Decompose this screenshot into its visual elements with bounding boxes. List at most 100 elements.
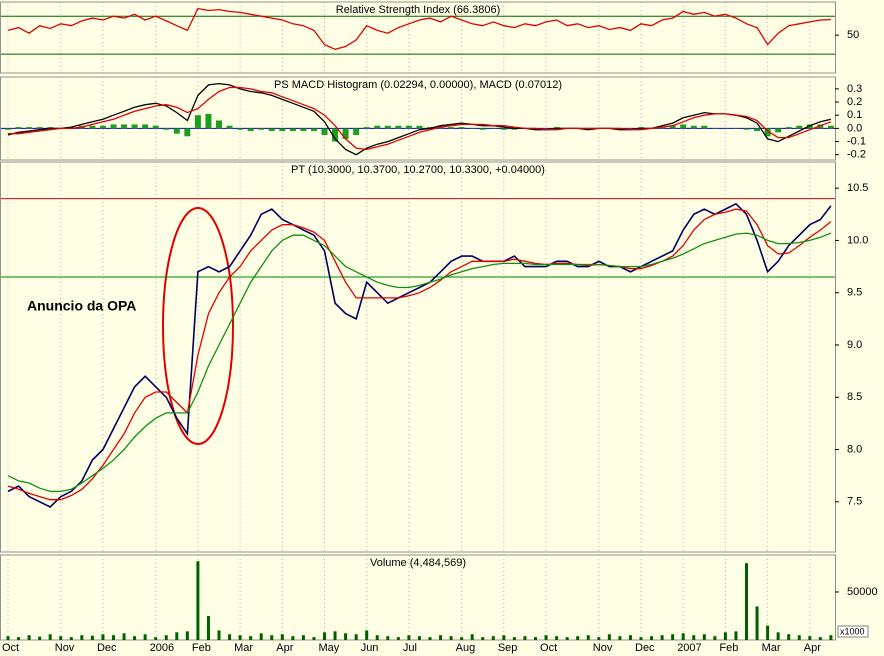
bar [280, 634, 284, 640]
y-tick-label: 0.3 [847, 83, 862, 95]
bar [354, 634, 358, 640]
highlight-ellipse [162, 207, 234, 445]
y-tick-label: 9.0 [847, 339, 862, 351]
bar [38, 636, 42, 640]
bar [131, 124, 138, 129]
y-tick-label: 8.0 [847, 443, 862, 455]
bar [405, 125, 412, 129]
series-line [7, 82, 832, 156]
bar [502, 635, 506, 640]
bar [48, 634, 52, 640]
bar [194, 115, 201, 129]
bar [701, 125, 708, 129]
bar [607, 634, 611, 640]
bar [152, 125, 159, 129]
panel-title: PS MACD Histogram (0.02294, 0.00000), MA… [274, 79, 562, 91]
bar [534, 637, 537, 640]
bar [660, 635, 664, 640]
x-tick-label: Mar [762, 642, 781, 654]
bar [692, 635, 696, 640]
bar [681, 633, 685, 640]
x-tick-label: Apr [804, 642, 821, 654]
bar [185, 631, 189, 640]
bar [427, 127, 433, 129]
series-line [7, 202, 832, 508]
bar [565, 637, 569, 640]
bar [669, 125, 676, 129]
bar [754, 128, 761, 132]
bar [154, 637, 158, 640]
y-tick-label: 9.5 [847, 287, 862, 299]
bar [99, 125, 106, 129]
bar [407, 635, 411, 640]
bar [59, 636, 63, 640]
bar [175, 632, 179, 640]
y-tick-label: 0.2 [847, 96, 862, 108]
bar [344, 633, 348, 640]
bar [133, 636, 137, 640]
bar [448, 127, 455, 129]
x-tick-label: Jul [403, 642, 417, 654]
bar [543, 128, 550, 129]
panel-frame [0, 76, 836, 161]
bar [470, 634, 474, 640]
bar [416, 125, 423, 129]
bar [90, 635, 94, 640]
bar [374, 125, 381, 129]
bar [500, 128, 507, 130]
bar [428, 637, 432, 640]
x-tick-label: Oct [2, 642, 19, 654]
bar [226, 125, 233, 129]
x-tick-label: 2007 [677, 642, 701, 654]
bar [417, 636, 421, 640]
y-tick-label: 7.5 [847, 496, 862, 508]
bar [173, 128, 180, 134]
bar [775, 128, 782, 133]
bar [268, 128, 275, 132]
y-tick-label: 10.0 [847, 234, 868, 246]
bar [323, 632, 326, 640]
bar [544, 635, 548, 640]
y-tick-label: 50000 [847, 586, 878, 598]
bar [321, 128, 328, 135]
bar [69, 637, 73, 640]
bar [80, 635, 84, 640]
bar [27, 635, 31, 640]
bar [734, 631, 738, 640]
bar [481, 637, 485, 640]
bar [238, 635, 242, 640]
bar [829, 635, 833, 640]
bar [396, 637, 400, 640]
bar [237, 128, 244, 130]
bar [300, 128, 307, 132]
y-tick-label: 10.5 [847, 182, 868, 194]
bar [764, 128, 771, 137]
bar [184, 128, 191, 137]
bar [196, 561, 200, 640]
bar [491, 636, 495, 640]
annotation: Anuncio da OPA [27, 298, 136, 314]
bar [47, 127, 54, 129]
bar [555, 636, 559, 640]
bar [628, 635, 632, 640]
bar [469, 128, 476, 129]
bar [386, 636, 390, 640]
bar [702, 634, 706, 640]
bar [690, 125, 697, 129]
bar [365, 630, 369, 640]
panel-title: PT (10.3000, 10.3700, 10.2700, 10.3300, … [291, 164, 545, 176]
x-tick-label: Dec [635, 642, 655, 654]
bar [142, 124, 149, 129]
bar [310, 128, 317, 132]
x-tick-label: 2006 [150, 642, 174, 654]
bar [713, 636, 717, 640]
bar [332, 128, 339, 142]
bar [639, 637, 643, 640]
bar [732, 128, 739, 129]
x-tick-label: Nov [593, 642, 613, 654]
bar [342, 128, 349, 139]
bar [301, 635, 305, 640]
